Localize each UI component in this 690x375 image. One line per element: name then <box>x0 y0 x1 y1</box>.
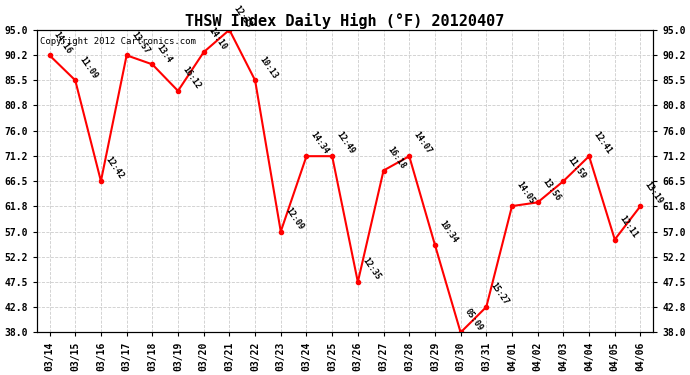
Text: 12:09: 12:09 <box>284 206 305 231</box>
Text: 11:09: 11:09 <box>78 54 99 80</box>
Text: 10:13: 10:13 <box>257 54 279 80</box>
Text: 12:41: 12:41 <box>591 130 613 156</box>
Text: 14:16: 14:16 <box>52 30 74 55</box>
Text: 11:59: 11:59 <box>566 155 588 181</box>
Text: Copyright 2012 Cartronics.com: Copyright 2012 Cartronics.com <box>40 38 196 46</box>
Title: THSW Index Daily High (°F) 20120407: THSW Index Daily High (°F) 20120407 <box>186 13 504 28</box>
Text: 12:42: 12:42 <box>104 155 125 181</box>
Text: 12:11: 12:11 <box>618 214 639 239</box>
Text: 14:05: 14:05 <box>515 180 536 206</box>
Text: 16:12: 16:12 <box>181 65 202 91</box>
Text: 15:27: 15:27 <box>489 281 511 307</box>
Text: 14:10: 14:10 <box>206 26 228 52</box>
Text: 05:09: 05:09 <box>463 307 485 332</box>
Text: 13:56: 13:56 <box>540 177 562 202</box>
Text: 12:49: 12:49 <box>335 130 357 156</box>
Text: 14:34: 14:34 <box>309 130 331 156</box>
Text: 12:33: 12:33 <box>232 4 254 30</box>
Text: 16:18: 16:18 <box>386 145 408 170</box>
Text: 13:19: 13:19 <box>643 180 664 206</box>
Text: 14:07: 14:07 <box>412 130 433 156</box>
Text: 13:57: 13:57 <box>129 30 151 55</box>
Text: 12:35: 12:35 <box>360 256 382 282</box>
Text: 13:4: 13:4 <box>155 43 174 64</box>
Text: 10:34: 10:34 <box>437 219 460 245</box>
